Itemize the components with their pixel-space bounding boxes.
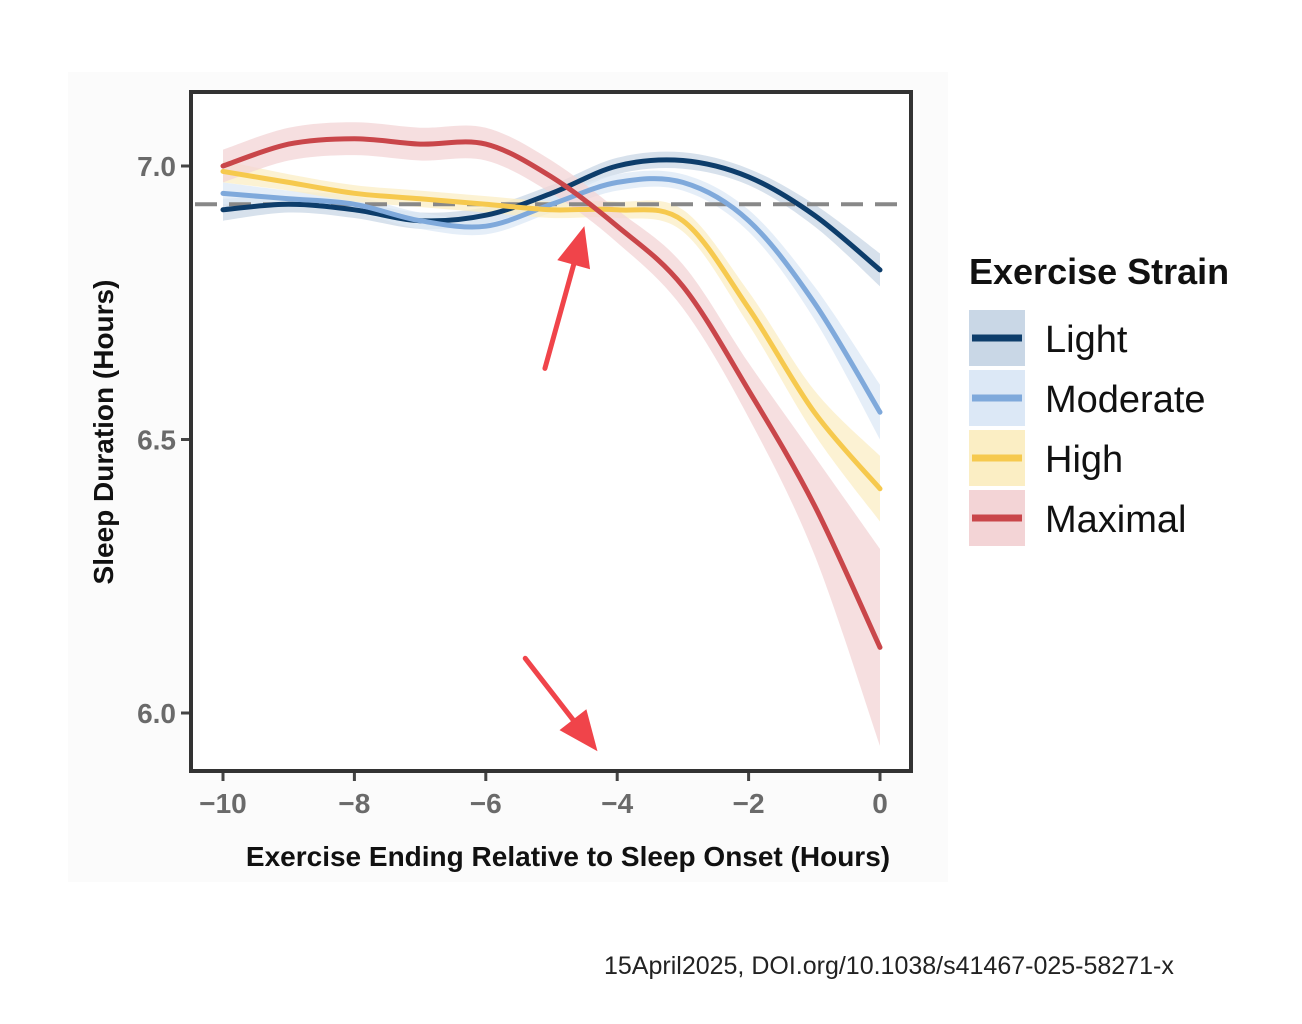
x-tick-label: −6 bbox=[470, 788, 502, 819]
series-line-moderate bbox=[220, 176, 883, 415]
legend: Light Moderate High Maximal bbox=[969, 310, 1206, 546]
annotation-arrow-head bbox=[557, 226, 591, 270]
y-axis-title: Sleep Duration (Hours) bbox=[88, 280, 119, 585]
y-tick-label: 7.0 bbox=[137, 151, 176, 182]
x-tick-label: 0 bbox=[872, 788, 888, 819]
x-tick-label: −4 bbox=[601, 788, 633, 819]
annotation-arrow-shaft bbox=[542, 262, 577, 371]
series-lines bbox=[220, 136, 883, 650]
legend-title: Exercise Strain bbox=[969, 251, 1229, 292]
x-tick-label: −8 bbox=[338, 788, 370, 819]
series-line-high bbox=[220, 168, 883, 492]
series-line-light bbox=[220, 157, 883, 273]
y-tick-label: 6.5 bbox=[137, 425, 176, 456]
annotation-arrow-shaft bbox=[522, 655, 576, 723]
annotation-arrows bbox=[522, 226, 598, 752]
x-axis-title: Exercise Ending Relative to Sleep Onset … bbox=[246, 841, 890, 872]
axis-ticks: −10 −8 −6 −4 −2 0 6.0 6.5 7.0 bbox=[137, 151, 888, 819]
legend-label-high: High bbox=[1045, 439, 1123, 481]
x-tick-label: −2 bbox=[733, 788, 765, 819]
series-line-maximal bbox=[220, 136, 883, 650]
y-tick-label: 6.0 bbox=[137, 698, 176, 729]
plot-frame bbox=[189, 90, 913, 773]
legend-label-light: Light bbox=[1045, 319, 1128, 361]
citation-text: 15April2025, DOI.org/10.1038/s41467-025-… bbox=[604, 952, 1174, 980]
legend-label-maximal: Maximal bbox=[1045, 499, 1186, 541]
legend-label-moderate: Moderate bbox=[1045, 379, 1206, 421]
annotation-arrow-head bbox=[559, 709, 598, 752]
confidence-band-high bbox=[223, 160, 880, 522]
x-tick-label: −10 bbox=[199, 788, 247, 819]
